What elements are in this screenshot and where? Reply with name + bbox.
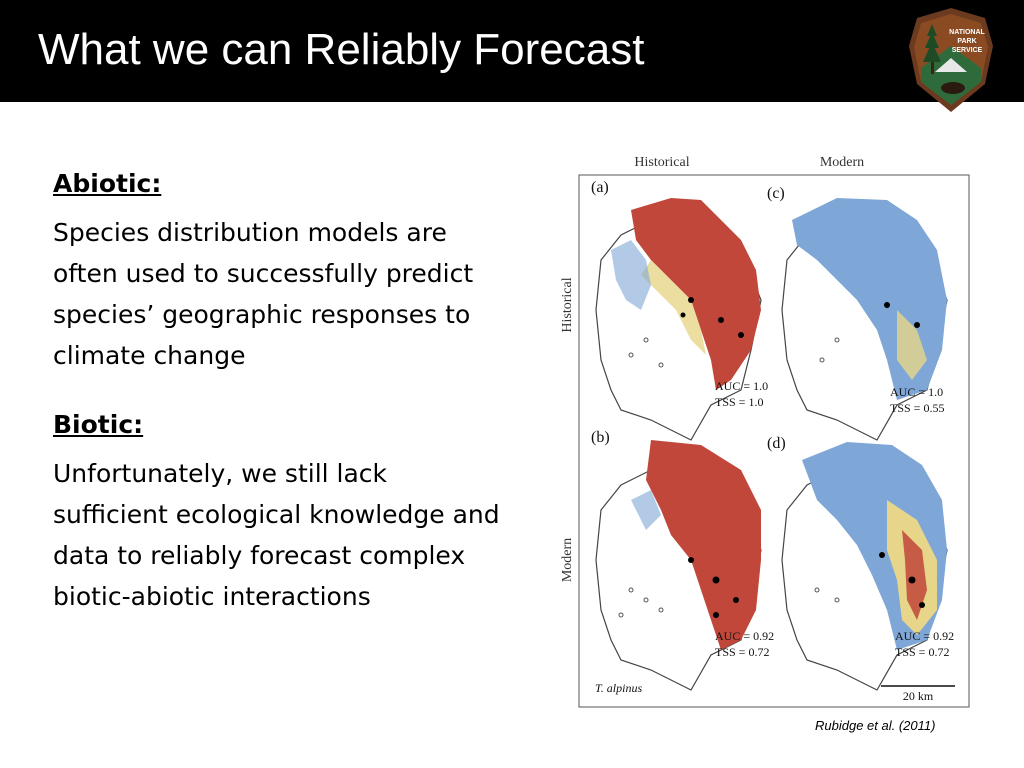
panel-a-tss: TSS = 1.0	[715, 395, 763, 409]
slide-title: What we can Reliably Forecast	[38, 25, 645, 74]
map-panel-a	[595, 198, 762, 441]
scale-label: 20 km	[903, 689, 934, 703]
panel-d-tss: TSS = 0.72	[895, 645, 949, 659]
col-header-historical: Historical	[634, 155, 689, 170]
biotic-heading: Biotic:	[53, 410, 144, 439]
row-header-modern: Modern	[560, 538, 575, 582]
panel-b-tss: TSS = 0.72	[715, 645, 769, 659]
distribution-maps-figure: Historical Modern Historical Modern (a) …	[560, 155, 970, 708]
biotic-body: Unfortunately, we still lack sufficient …	[53, 459, 500, 611]
panel-d-auc: AUC = 0.92	[895, 629, 954, 643]
panel-b-auc: AUC = 0.92	[715, 629, 774, 643]
panel-b-label: (b)	[591, 429, 610, 446]
col-header-modern: Modern	[820, 155, 864, 170]
section-gap	[53, 376, 503, 404]
panel-c-label: (c)	[767, 185, 785, 202]
panel-c-auc: AUC = 1.0	[890, 385, 943, 399]
row-header-historical: Historical	[560, 277, 575, 332]
title-bar: What we can Reliably Forecast NATIONAL P…	[0, 0, 1024, 112]
panel-d-label: (d)	[767, 435, 786, 452]
panel-a-auc: AUC = 1.0	[715, 379, 768, 393]
abiotic-heading: Abiotic:	[53, 169, 162, 198]
map-panel-b	[595, 440, 762, 691]
map-panel-d	[781, 442, 948, 691]
abiotic-body: Species distribution models are often us…	[53, 218, 474, 370]
species-label: T. alpinus	[595, 681, 642, 695]
panel-c-tss: TSS = 0.55	[890, 401, 944, 415]
text-column: Abiotic: Species distribution models are…	[53, 163, 503, 617]
logo-text-3: SERVICE	[952, 47, 983, 54]
logo-text-2: PARK	[957, 38, 976, 45]
logo-text-1: NATIONAL	[949, 29, 985, 36]
map-panel-c	[781, 198, 948, 441]
citation: Rubidge et al. (2011)	[815, 718, 936, 733]
nps-arrowhead-logo: NATIONAL PARK SERVICE	[909, 8, 993, 112]
panel-a-label: (a)	[591, 179, 609, 196]
